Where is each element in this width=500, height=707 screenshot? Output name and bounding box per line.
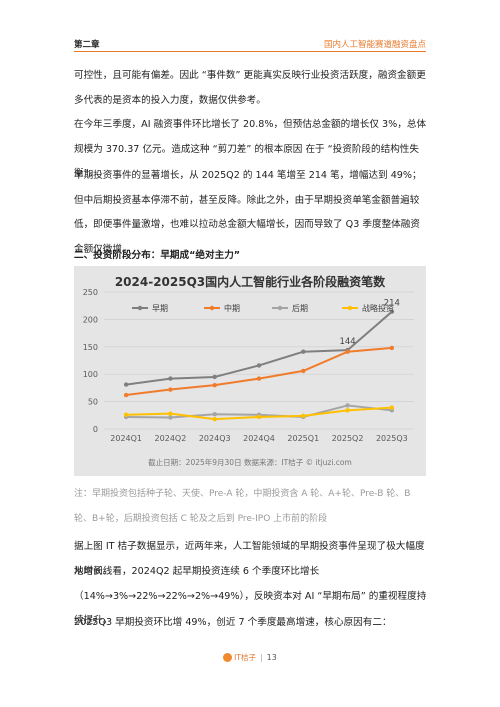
paragraph-4: 据上图 IT 桔子数据显示，近两年来，人工智能领域的早期投资事件呈现了极大幅度地… xyxy=(74,541,425,577)
y-tick-label: 100 xyxy=(83,370,98,379)
y-tick-label: 0 xyxy=(93,425,98,434)
paragraph-3: 早期投资事件的显著增长，从 2025Q2 的 144 笔增至 214 笔，增幅达… xyxy=(74,170,422,255)
data-point xyxy=(168,387,173,392)
data-point xyxy=(345,408,350,413)
section-heading: 二、投资阶段分布：早期成“绝对主力” xyxy=(74,250,241,261)
data-label: 144 xyxy=(339,337,355,347)
legend-marker xyxy=(209,305,215,311)
x-tick-label: 2024Q2 xyxy=(155,434,187,443)
x-tick-label: 2024Q1 xyxy=(110,434,142,443)
legend-label: 后期 xyxy=(292,303,308,313)
x-tick-label: 2024Q4 xyxy=(243,434,275,443)
data-point xyxy=(301,413,306,419)
data-point xyxy=(256,376,262,381)
footer-separator: | xyxy=(259,653,263,662)
data-point xyxy=(389,309,395,314)
page-number: 13 xyxy=(266,653,277,662)
legend-marker xyxy=(347,305,353,311)
data-point xyxy=(212,382,217,388)
y-tick-label: 150 xyxy=(83,343,98,352)
legend-label: 中期 xyxy=(224,303,240,313)
data-point xyxy=(212,416,217,422)
paragraph-6: 2025Q3 早期投资环比增 49%，创近 7 个季度最高增速，核心原因有二： xyxy=(74,617,392,628)
data-point xyxy=(212,374,217,380)
data-point xyxy=(256,363,262,368)
chart-title: 2024-2025Q3国内人工智能行业各阶段融资笔数 xyxy=(115,274,386,289)
chapter-label: 第二章 xyxy=(74,40,100,50)
data-point xyxy=(123,392,129,398)
data-point xyxy=(123,382,129,387)
y-tick-label: 50 xyxy=(88,398,98,407)
legend-label: 早期 xyxy=(152,304,168,313)
legend-marker xyxy=(277,305,283,311)
data-point xyxy=(168,376,173,381)
line-chart: 0 50 100 150 200 250 2024Q1 2024Q2 2024Q3 2024Q4 2… xyxy=(83,274,414,467)
page-header: 第二章 国内人工智能赛道融资盘点 xyxy=(74,36,426,50)
page-footer: IT桔子 | 13 xyxy=(0,652,500,663)
data-point xyxy=(256,414,262,420)
chart-note: 注：早期投资包括种子轮、天使、Pre-A 轮，中期投资含 A 轮、A+轮、Pre… xyxy=(74,489,411,524)
data-point xyxy=(168,411,173,416)
data-point xyxy=(212,412,217,417)
data-point xyxy=(123,412,129,417)
data-label: 214 xyxy=(384,299,400,309)
y-tick-label: 200 xyxy=(83,315,98,324)
data-point xyxy=(345,349,350,354)
data-point xyxy=(389,405,395,410)
legend-label: 战略投资 xyxy=(362,303,394,313)
series-line xyxy=(126,310,393,386)
chart-source-note: 截止日期：2025年9月30日 数据来源：IT桔子 © itjuzi.com xyxy=(148,457,352,467)
paragraph-2: 在今年三季度，AI 融资事件环比增长了 20.8%，但预估总金额的增长仅 3%，… xyxy=(74,119,427,180)
brand-logo: IT桔子 xyxy=(223,652,256,663)
data-point xyxy=(389,345,395,351)
data-point xyxy=(345,403,350,408)
brand-name: IT桔子 xyxy=(234,653,256,662)
chart-panel: 0 50 100 150 200 250 2024Q1 2024Q2 2024Q3 2024Q4 2… xyxy=(74,266,426,476)
orange-icon xyxy=(223,653,233,662)
x-tick-label: 2024Q3 xyxy=(199,434,231,443)
series-line xyxy=(126,346,392,397)
data-point xyxy=(301,368,306,374)
header-divider xyxy=(74,51,426,52)
paragraph-5: 从时间线看，2024Q2 起早期投资连续 6 个季度环比增长（14%→3%→22… xyxy=(74,566,427,627)
report-topic: 国内人工智能赛道融资盘点 xyxy=(323,40,426,50)
legend-marker xyxy=(137,305,143,311)
x-tick-label: 2025Q3 xyxy=(376,434,408,443)
x-tick-label: 2025Q1 xyxy=(287,434,319,443)
data-point xyxy=(301,349,306,354)
x-tick-label: 2025Q2 xyxy=(332,434,364,443)
y-tick-label: 250 xyxy=(83,288,98,297)
data-point xyxy=(168,415,173,420)
paragraph-1: 可控性，且可能有偏差。因此 “事件数” 更能真实反映行业投资活跃度，融资金额更多… xyxy=(74,70,426,106)
